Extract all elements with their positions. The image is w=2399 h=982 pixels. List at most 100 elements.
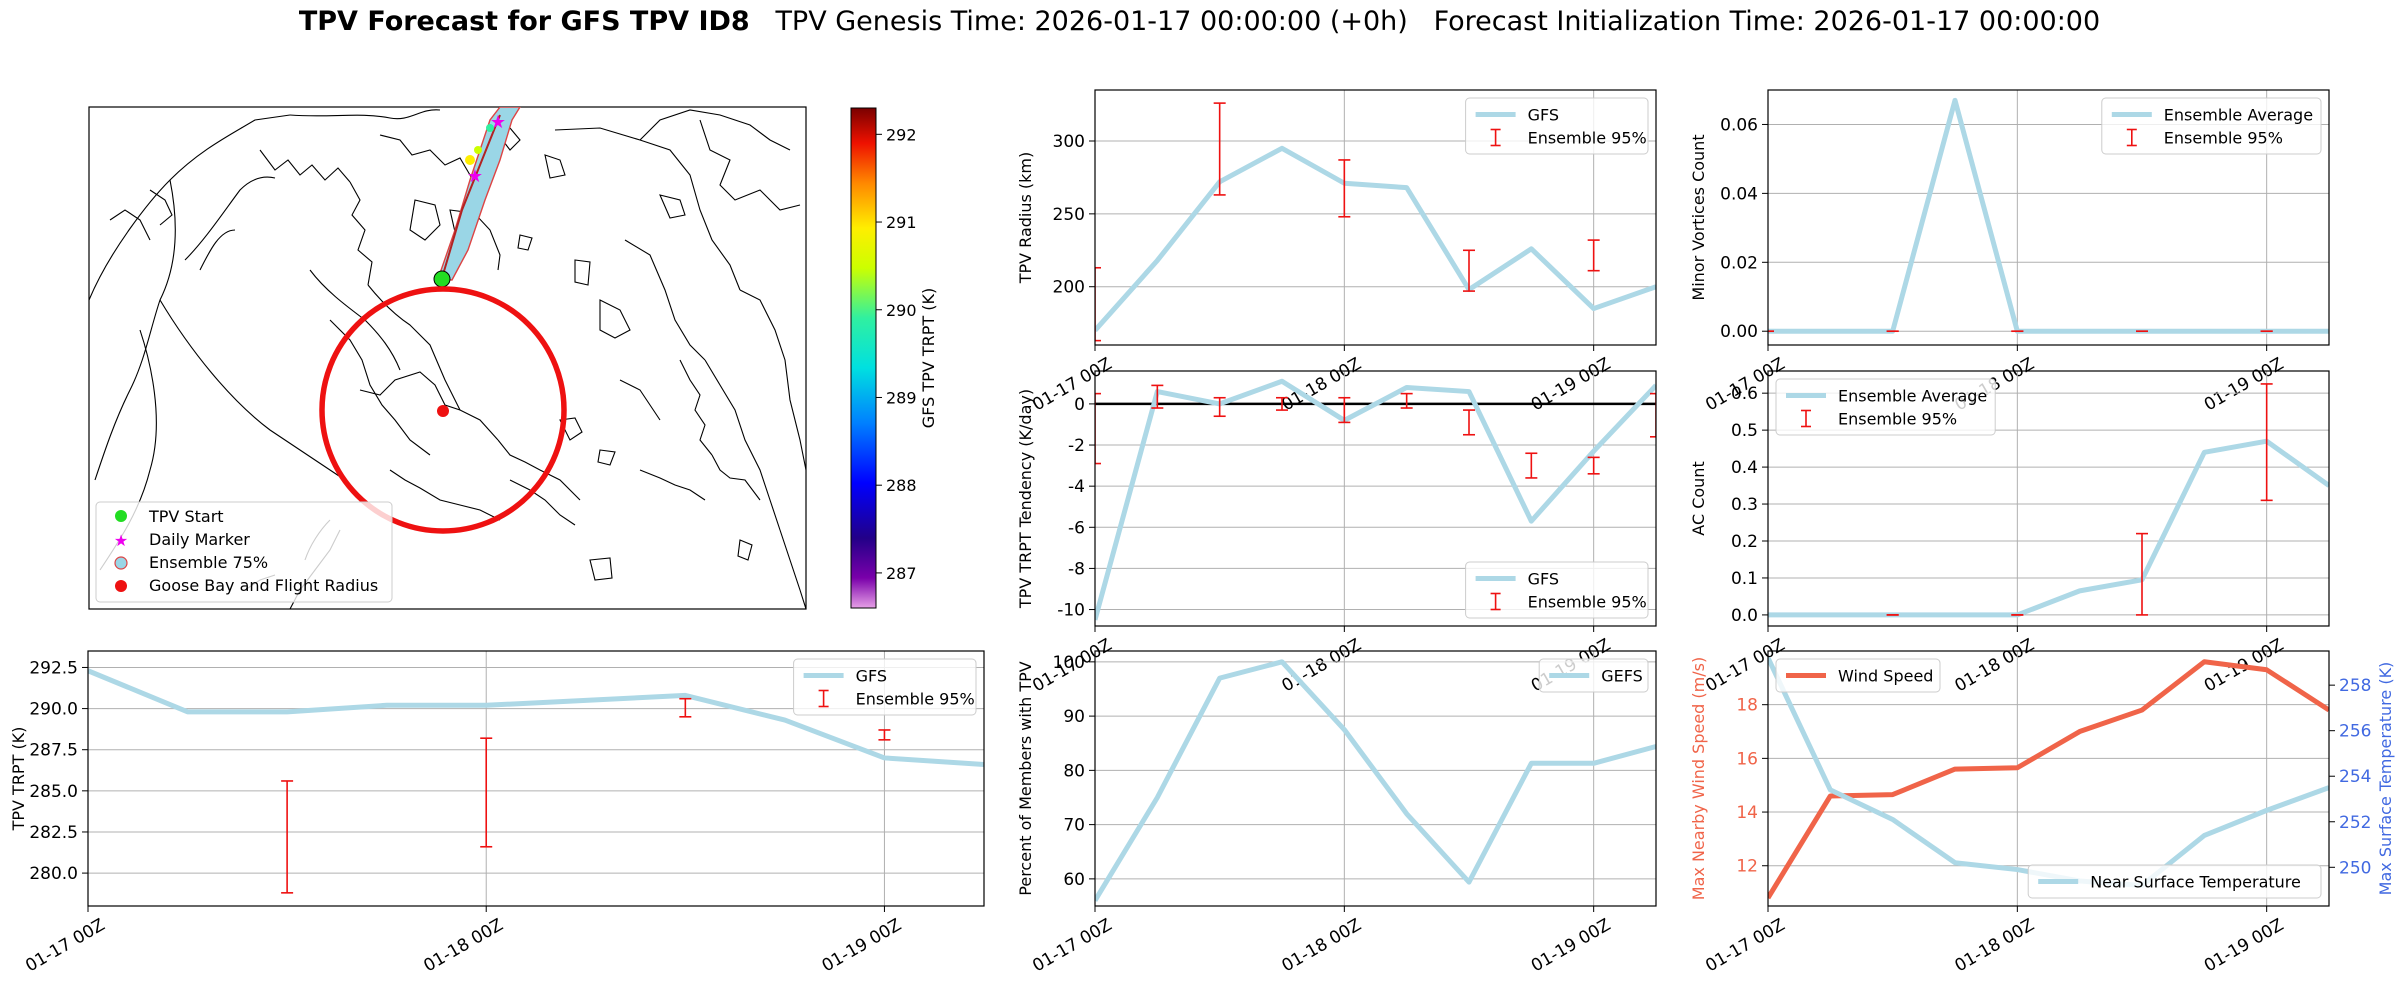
legend-label: Near Surface Temperature <box>2090 873 2301 892</box>
legend-start-icon <box>115 510 127 522</box>
errorbar <box>2136 532 2148 616</box>
legend-box <box>1775 378 1996 436</box>
title-genesis: TPV Genesis Time: 2026-01-17 00:00:00 (+… <box>775 6 1408 37</box>
errorbar <box>1213 102 1226 196</box>
colorbar-tick-label: 292 <box>886 125 917 144</box>
colorbar-tick-label: 290 <box>886 301 917 320</box>
axes-frame <box>1094 650 1657 907</box>
track-line <box>441 114 501 279</box>
plot-area <box>88 668 984 894</box>
y-axis-label: Percent of Members with TPV <box>1016 661 1035 895</box>
y-tick-label: 250 <box>1053 205 1085 225</box>
legend-label: GFS <box>856 667 887 686</box>
x-tick-label: 01-18 00Z <box>1952 915 2038 976</box>
map-panel: ★ ★ TPV Start ★ Daily Marker Ensemble 75… <box>88 106 938 610</box>
errorbar <box>1338 396 1351 424</box>
y-tick-label: 0.04 <box>1720 184 1758 204</box>
plot-area <box>1095 378 1656 621</box>
legend: GFS Ensemble 95% <box>1465 561 1649 619</box>
errorbar <box>1587 239 1600 272</box>
legend-marker-label: Daily Marker <box>149 530 250 549</box>
colorbar-tick-label: 288 <box>886 476 917 495</box>
flight-radius-circle <box>319 286 567 534</box>
plot-area <box>1768 97 2329 334</box>
errorbar <box>1276 396 1288 411</box>
y-tick-label: 90 <box>1063 707 1085 727</box>
chart-tendency: 0 -2 -4 -6 -8 -10 TPV TRPT Tendency (K/day) 01-… <box>1016 370 1657 696</box>
errorbar <box>1463 409 1475 436</box>
legend: GFS Ensemble 95% <box>1465 97 1649 155</box>
legend-box <box>2027 864 2322 899</box>
legend-label: GEFS <box>1601 667 1643 686</box>
track-dot-green <box>486 124 494 132</box>
figure-title: TPV Forecast for GFS TPV ID8 TPV Genesis… <box>0 6 2399 37</box>
x-tick-label: 01-19 00Z <box>1528 354 1614 415</box>
y-tick-label: 0.4 <box>1731 458 1758 478</box>
legend-start-label: TPV Start <box>148 507 224 526</box>
y-tick-label: 285.0 <box>29 782 78 802</box>
errorbar <box>878 729 891 741</box>
y-axis-label: Minor Vortices Count <box>1689 134 1708 300</box>
x-tick-label: 01-19 00Z <box>819 915 905 976</box>
y-tick-label: -6 <box>1068 518 1085 538</box>
legend-label: GFS <box>1528 106 1559 125</box>
legend: Ensemble Average Ensemble 95% <box>1775 378 1996 436</box>
x-tick-label: 01-19 00Z <box>2201 915 2287 976</box>
series-line <box>88 668 984 768</box>
legend-box <box>1775 658 1941 693</box>
y-tick-label: 0.1 <box>1731 569 1758 589</box>
series-line <box>1768 659 2329 900</box>
x-tick-label: 01-19 00Z <box>1528 915 1614 976</box>
y-tick-label: 282.5 <box>29 823 78 843</box>
y-tick-label: 200 <box>1053 278 1085 298</box>
axes-frame <box>1094 370 1657 627</box>
series-line <box>1768 438 2329 618</box>
y-tick-label: -2 <box>1068 436 1085 456</box>
legend: GEFS <box>1538 658 1649 693</box>
errorbar <box>1525 452 1538 479</box>
legend-label: GFS <box>1528 570 1559 589</box>
y-tick-label: 0.6 <box>1731 384 1758 404</box>
legend-ensemble-icon <box>114 556 128 570</box>
y2-tick-label: 256 <box>2339 722 2371 742</box>
legend: Wind Speed <box>1775 658 1941 693</box>
y-axis-label: AC Count <box>1689 461 1708 535</box>
series-line <box>1095 145 1656 333</box>
x-tick-label: 01-18 00Z <box>420 915 506 976</box>
goose-bay-point <box>437 405 449 417</box>
y-tick-label: -8 <box>1068 559 1085 579</box>
legend-label: Ensemble Average <box>1838 387 1987 406</box>
y-tick-label: 12 <box>1736 857 1758 877</box>
y-tick-label: 0.2 <box>1731 532 1758 552</box>
y2-tick-label: 250 <box>2339 858 2371 878</box>
tpv-start-point <box>433 270 451 288</box>
chart-minor: 0.00 0.02 0.04 0.06 Minor Vortices Count 01-1… <box>1689 89 2330 415</box>
legend: Near Surface Temperature <box>2027 864 2322 899</box>
errorbar <box>1151 384 1164 409</box>
y-tick-label: 0.3 <box>1731 495 1758 515</box>
legend-label: Ensemble 95% <box>1528 593 1647 612</box>
legend-label: Ensemble 95% <box>856 690 975 709</box>
y-tick-label: 16 <box>1736 749 1758 769</box>
plot-area <box>1768 656 2329 900</box>
errorbar <box>1338 159 1351 218</box>
x-tick-label: 01-18 00Z <box>1952 635 2038 696</box>
legend: Ensemble Average Ensemble 95% <box>2101 97 2322 155</box>
y-tick-label: 0.00 <box>1720 322 1758 342</box>
axes-frame <box>1767 370 2330 627</box>
y-tick-label: 0.02 <box>1720 253 1758 273</box>
y2-tick-label: 258 <box>2339 676 2371 696</box>
axes-frame <box>1767 89 2330 346</box>
series-line <box>1768 97 2329 334</box>
y-tick-label: 70 <box>1063 816 1085 836</box>
errorbar <box>480 737 493 848</box>
title-init: Forecast Initialization Time: 2026-01-17… <box>1433 6 2101 37</box>
series-line <box>1095 659 1656 902</box>
y-tick-label: 100 <box>1053 653 1085 673</box>
legend-label: Ensemble 95% <box>1528 129 1647 148</box>
colorbar-tick-label: 287 <box>886 564 917 583</box>
x-tick-label: 01-19 00Z <box>2201 354 2287 415</box>
